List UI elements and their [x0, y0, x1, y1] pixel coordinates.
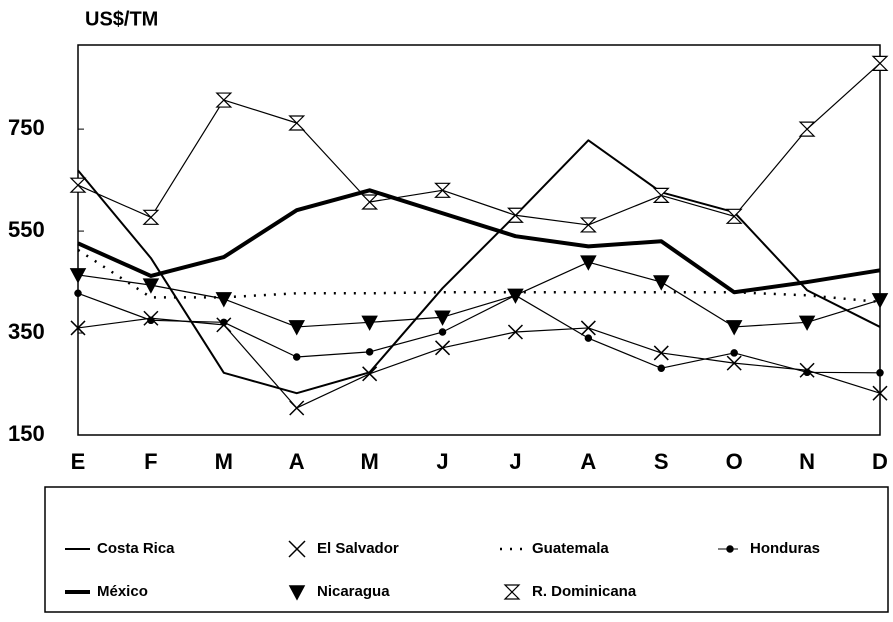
x-tick-label: A [289, 449, 305, 474]
marker-triangle [725, 320, 743, 336]
legend-label: Nicaragua [317, 583, 390, 600]
marker-triangle [653, 275, 670, 291]
x-tick-label: D [872, 449, 888, 474]
marker-triangle [361, 315, 378, 331]
line [77, 62, 881, 226]
marker-triangle [142, 278, 160, 294]
x-tick-label: N [799, 449, 815, 474]
series [74, 289, 884, 377]
legend-label: Guatemala [532, 540, 609, 557]
marker-triangle [580, 255, 597, 271]
marker-triangle [215, 292, 233, 308]
marker-dot [584, 334, 593, 342]
marker-x [507, 324, 523, 340]
marker-dot [803, 368, 811, 377]
marker-hourglass [142, 209, 160, 225]
marker-x [726, 355, 742, 371]
x-tick-label: S [654, 449, 669, 474]
marker-x [653, 345, 669, 361]
legend-label: El Salvador [317, 540, 399, 557]
marker-x [289, 400, 305, 416]
legend-marker-hourglass [503, 584, 521, 600]
marker-triangle [434, 310, 451, 326]
line [77, 139, 881, 395]
legend-marker-dot [726, 545, 734, 553]
series [69, 55, 889, 233]
marker-dot [657, 364, 666, 372]
legend-item: Costa Rica [65, 540, 175, 557]
plot-frame [77, 44, 881, 436]
marker-triangle [507, 288, 524, 304]
line [77, 292, 881, 374]
marker-triangle [798, 315, 816, 331]
marker-dot [292, 353, 301, 361]
marker-x [872, 385, 888, 401]
marker-dot [730, 349, 738, 357]
legend-label: Costa Rica [97, 540, 175, 557]
series [70, 310, 888, 416]
x-tick-label: E [71, 449, 86, 474]
marker-hourglass [434, 182, 451, 198]
marker-hourglass [725, 208, 743, 224]
marker-dot [438, 328, 447, 336]
legend-item: R. Dominicana [503, 583, 637, 600]
marker-hourglass [215, 92, 233, 108]
marker-dot [147, 316, 155, 325]
marker-hourglass [507, 207, 524, 223]
x-tick-label: J [509, 449, 521, 474]
marker-dot [876, 369, 884, 377]
marker-hourglass [69, 177, 87, 193]
marker-triangle [871, 293, 889, 309]
marker-hourglass [579, 217, 597, 233]
legend-box [44, 486, 889, 613]
marker-hourglass [288, 115, 306, 131]
marker-hourglass [798, 121, 816, 137]
marker-x [580, 320, 596, 336]
legend-item: México [65, 583, 148, 600]
marker-triangle [69, 268, 87, 284]
legend-label: Honduras [750, 540, 820, 557]
y-tick-label: 350 [8, 319, 45, 344]
y-axis-label: US$/TM [85, 8, 158, 30]
marker-x [70, 320, 86, 336]
y-tick-label: 150 [8, 421, 45, 446]
x-tick-label: F [144, 449, 157, 474]
marker-x [435, 340, 451, 356]
y-tick-label: 750 [8, 115, 45, 140]
marker-hourglass [361, 194, 379, 210]
x-tick-label: M [215, 449, 233, 474]
series [69, 255, 889, 336]
series [77, 139, 881, 395]
marker-hourglass [871, 55, 889, 71]
legend-item: El Salvador [288, 540, 399, 558]
line [77, 317, 881, 409]
y-tick-label: 550 [8, 217, 45, 242]
x-tick-label: A [580, 449, 596, 474]
legend-item: Honduras [718, 540, 820, 557]
marker-x [362, 366, 378, 382]
legend-marker-triangle [288, 585, 306, 601]
legend-marker-x [288, 540, 306, 558]
marker-dot [220, 318, 228, 327]
legend-item: Nicaragua [288, 583, 390, 601]
marker-dot [365, 348, 374, 356]
series [77, 188, 881, 295]
marker-hourglass [652, 187, 670, 203]
x-tick-label: J [436, 449, 448, 474]
legend-item: Guatemala [500, 540, 609, 557]
line [77, 188, 881, 295]
line [77, 261, 881, 328]
x-tick-label: O [726, 449, 743, 474]
legend-label: México [97, 583, 148, 600]
marker-dot [74, 289, 82, 298]
marker-triangle [288, 320, 305, 336]
legend-label: R. Dominicana [532, 583, 637, 600]
x-tick-label: M [360, 449, 378, 474]
